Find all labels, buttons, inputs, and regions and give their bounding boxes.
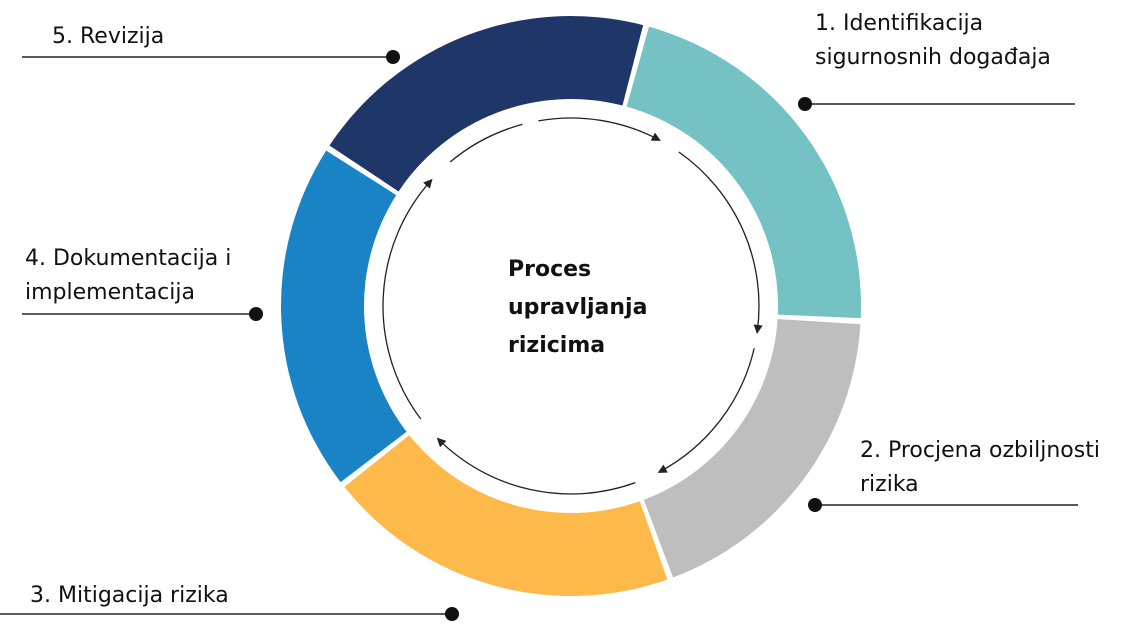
step-label: 1. Identifikacija [815,11,983,36]
center-title: rizicima [508,333,605,358]
step-label: rizika [860,472,919,497]
leader-dot [808,498,822,512]
ring-segment [281,150,407,483]
cycle-arrow [678,151,763,334]
step-label: 2. Procjena ozbiljnosti [860,438,1100,463]
center-title: Proces [508,257,591,282]
leader-dot [249,307,263,321]
cycle-arrow [657,348,755,473]
cycle-arrow [538,117,661,141]
cycle-arrow [449,123,523,163]
step-label: implementacija [25,280,195,305]
ring-segment [344,435,668,596]
step-label: 3. Mitigacija rizika [30,583,229,608]
cycle-arrow [436,437,636,495]
center-title: upravljanja [508,295,647,320]
cycle-arrow [382,178,433,420]
ring-segment [626,26,861,319]
ring-segment [643,318,861,578]
step-label: 4. Dokumentacija i [25,246,231,271]
leader-dot [798,97,812,111]
leader-dot [445,607,459,621]
step-label: 5. Revizija [52,24,164,49]
ring-segment [329,15,644,192]
leader-dot [386,50,400,64]
step-label: sigurnosnih događaja [815,45,1051,70]
